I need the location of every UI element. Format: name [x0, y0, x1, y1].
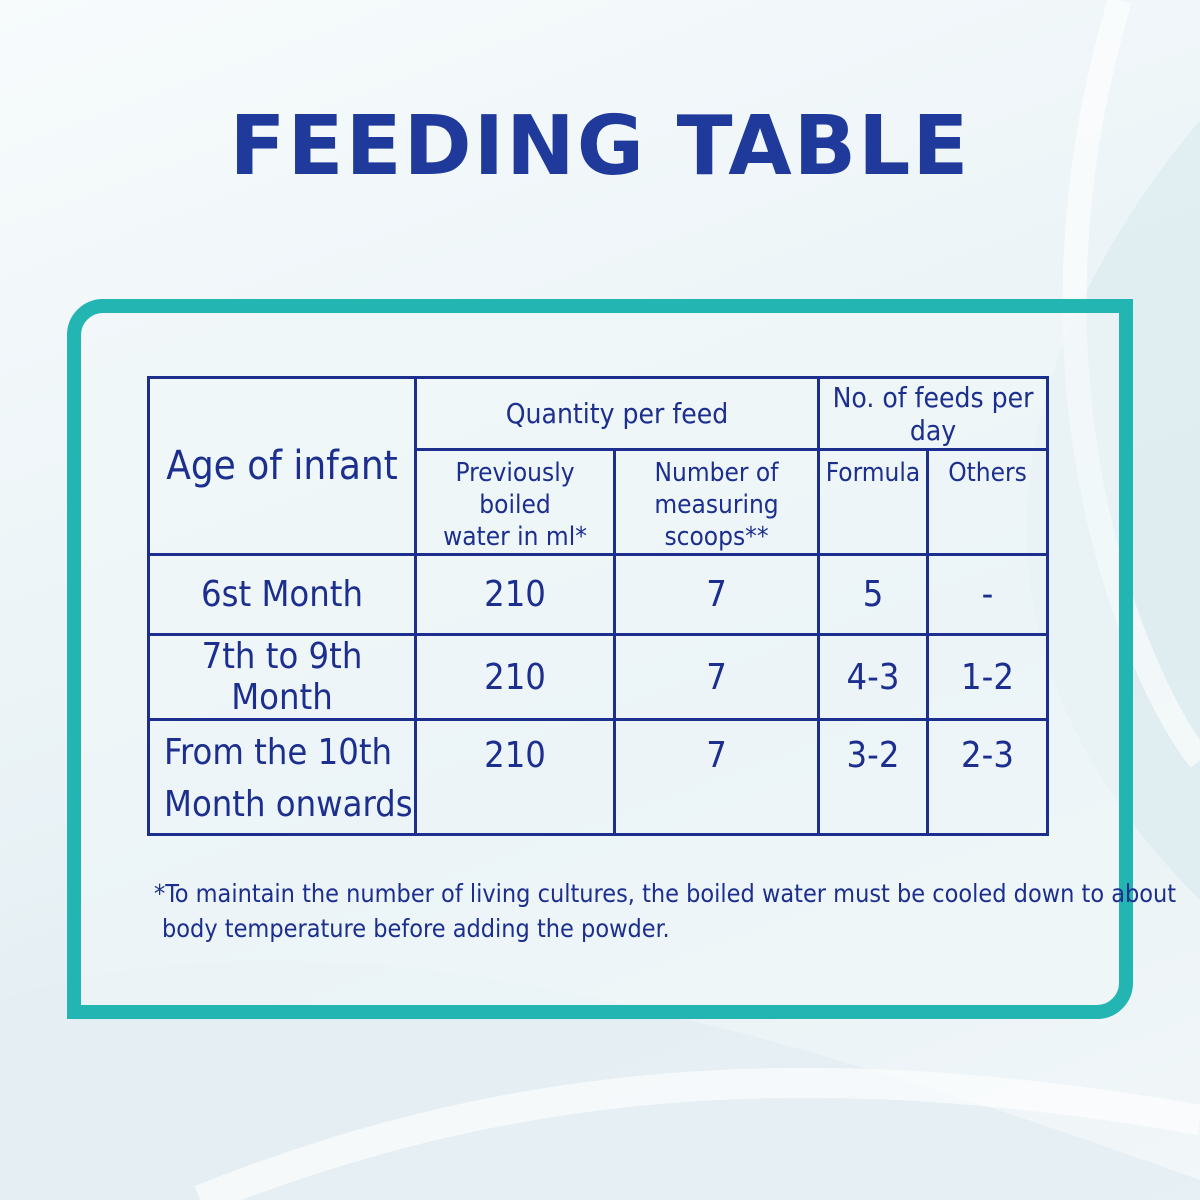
feeding-table: Age of infant Quantity per feed No. of f… [147, 376, 1049, 836]
footnote: *To maintain the number of living cultur… [154, 876, 1176, 946]
water-cell: 210 [414, 718, 616, 836]
water-header: Previously boiled water in ml* [414, 448, 616, 556]
footnote-line2: body temperature before adding the powde… [162, 914, 670, 943]
formula-cell: 3-2 [817, 718, 929, 836]
scoops-cell: 7 [613, 718, 820, 836]
table-row: 6st Month 210 7 5 - [147, 553, 1049, 636]
others-header: Others [926, 448, 1049, 556]
table-row: 7th to 9th Month 210 7 4-3 1-2 [147, 633, 1049, 721]
others-cell: 2-3 [926, 718, 1049, 836]
footnote-line1: *To maintain the number of living cultur… [154, 879, 1177, 908]
water-header-line1: Previously boiled [455, 458, 575, 520]
formula-cell: 5 [817, 553, 929, 636]
age-cell: 7th to 9th Month [147, 633, 417, 721]
formula-header: Formula [817, 448, 929, 556]
page-title: FEEDING TABLE [229, 99, 971, 194]
age-cell-line1: From the 10th [164, 732, 393, 773]
scoops-cell: 7 [613, 553, 820, 636]
scoops-header-line2: measuring scoops** [654, 490, 779, 552]
water-cell: 210 [414, 633, 616, 721]
water-header-line2: water in ml* [443, 522, 587, 552]
age-cell: From the 10th Month onwards [147, 718, 417, 836]
table-row: From the 10th Month onwards 210 7 3-2 2-… [147, 718, 1049, 836]
scoops-header: Number of measuring scoops** [613, 448, 820, 556]
water-cell: 210 [414, 553, 616, 636]
age-cell: 6st Month [147, 553, 417, 636]
others-cell: - [926, 553, 1049, 636]
others-cell: 1-2 [926, 633, 1049, 721]
age-header: Age of infant [147, 376, 417, 556]
quantity-header: Quantity per feed [414, 376, 820, 451]
scoops-cell: 7 [613, 633, 820, 721]
scoops-header-line1: Number of [654, 458, 779, 488]
age-cell-line2: Month onwards [164, 784, 413, 825]
feeds-per-day-header: No. of feeds per day [817, 376, 1049, 451]
formula-cell: 4-3 [817, 633, 929, 721]
